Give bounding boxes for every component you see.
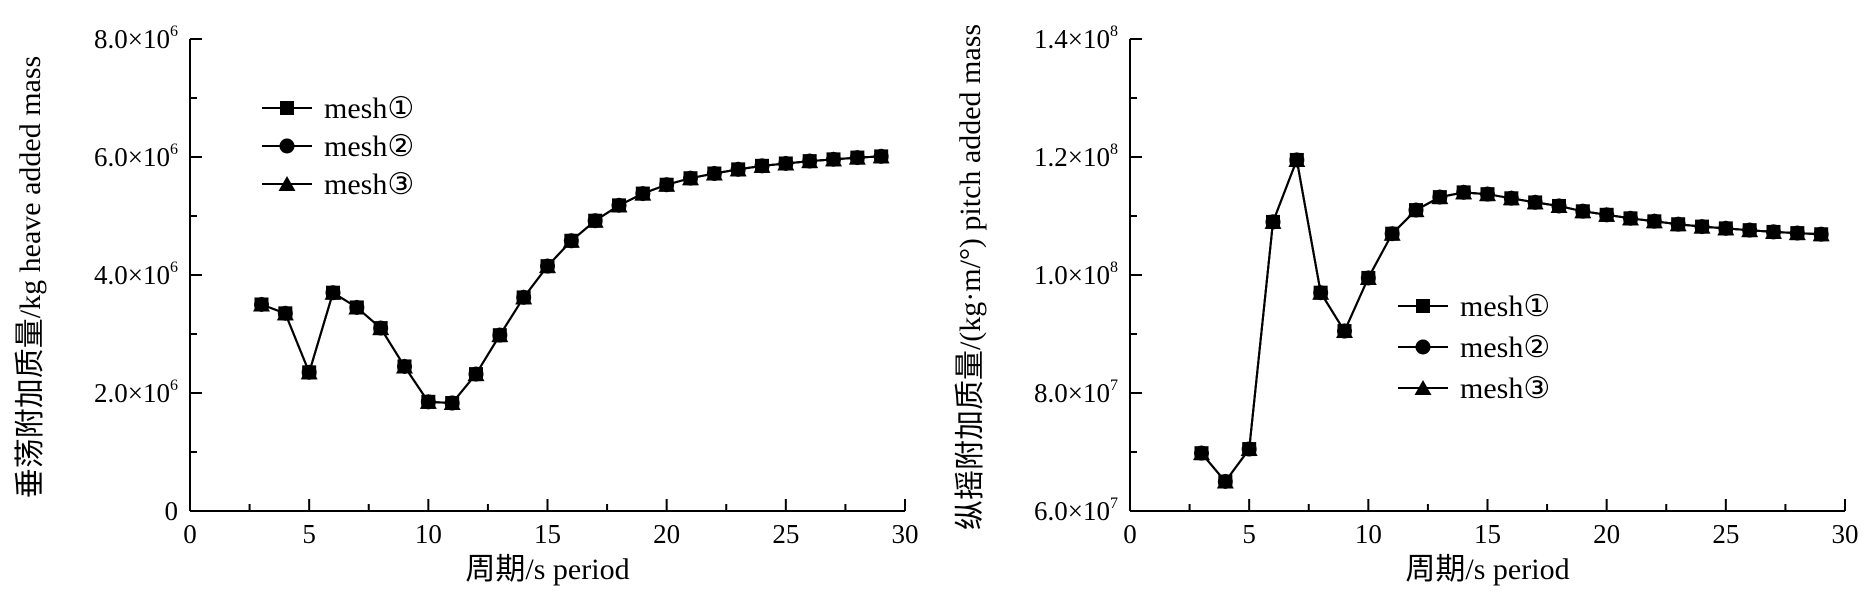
data-point-square bbox=[826, 152, 841, 167]
data-point-square bbox=[588, 213, 603, 228]
data-point-square bbox=[1194, 446, 1209, 461]
legend-marker-triangle bbox=[278, 176, 296, 191]
x-tick-label: 0 bbox=[183, 519, 197, 549]
y-axis-label: 垂荡附加质量/kg heave added mass bbox=[14, 56, 47, 498]
data-point-square bbox=[1218, 474, 1233, 489]
y-axis-label: 纵摇附加质量/(kg·m/°) pitch added mass bbox=[954, 24, 987, 530]
x-tick-label: 15 bbox=[1474, 519, 1501, 549]
data-point-square bbox=[1385, 226, 1400, 241]
pitch-added-mass-chart: 0 5 10 15 20 25 30 6.0×107 8.0×107 1.0×108 1.2×108… bbox=[954, 23, 1859, 586]
x-tick-label: 20 bbox=[653, 519, 680, 549]
y-tick-label: 1.0×108 bbox=[1034, 259, 1118, 290]
data-point-square bbox=[707, 166, 722, 181]
heave-added-mass-chart: 0 5 10 15 20 25 30 0 2.0×106 4.0×106 6.0×106 8.0×10… bbox=[14, 23, 919, 586]
data-point-square bbox=[278, 306, 293, 321]
data-point-square bbox=[421, 394, 436, 409]
data-point-square bbox=[1790, 226, 1805, 241]
data-point-square bbox=[1552, 198, 1566, 213]
x-tick-label: 30 bbox=[892, 519, 919, 549]
legend-marker-circle bbox=[279, 138, 295, 154]
data-point-square bbox=[1242, 442, 1257, 457]
data-point-square bbox=[1575, 204, 1590, 219]
legend-marker-circle bbox=[1415, 339, 1431, 355]
y-tick-label: 8.0×106 bbox=[94, 23, 178, 54]
legend-marker-triangle bbox=[1414, 380, 1432, 395]
data-point-square bbox=[1480, 187, 1495, 202]
data-point-square bbox=[1623, 211, 1638, 226]
legend-label: mesh② bbox=[1460, 331, 1550, 364]
legend-marker-square bbox=[280, 101, 294, 115]
legend-label: mesh② bbox=[324, 130, 414, 163]
data-point-square bbox=[397, 359, 412, 374]
x-tick-label: 5 bbox=[302, 519, 316, 549]
data-point-square bbox=[469, 367, 483, 382]
data-point-square bbox=[850, 150, 865, 165]
data-point-square bbox=[874, 149, 889, 164]
x-tick-label: 10 bbox=[1355, 519, 1382, 549]
data-point-square bbox=[1361, 270, 1376, 285]
data-point-square bbox=[635, 186, 650, 201]
data-point-square bbox=[540, 259, 555, 274]
data-point-square bbox=[659, 177, 674, 192]
data-point-square bbox=[1766, 224, 1781, 239]
data-point-square bbox=[445, 396, 460, 411]
data-point-square bbox=[1528, 195, 1543, 210]
x-axis-label: 周期/s period bbox=[465, 553, 629, 586]
data-point-square bbox=[731, 162, 746, 177]
data-point-square bbox=[802, 154, 817, 169]
data-point-square bbox=[755, 158, 769, 173]
data-point-square bbox=[516, 290, 531, 305]
data-point-square bbox=[1313, 285, 1328, 300]
y-tick-label: 0 bbox=[165, 496, 179, 526]
data-point-square bbox=[778, 156, 793, 171]
data-point-square bbox=[1456, 185, 1471, 200]
y-tick-label: 1.2×108 bbox=[1034, 141, 1118, 172]
legend-label: mesh① bbox=[324, 92, 414, 125]
data-point-square bbox=[492, 328, 507, 343]
data-point-square bbox=[373, 321, 388, 336]
data-point-square bbox=[326, 285, 340, 300]
data-point-square bbox=[1647, 214, 1662, 229]
data-point-square bbox=[302, 365, 317, 380]
data-point-square bbox=[1432, 190, 1447, 205]
data-point-square bbox=[1289, 152, 1304, 167]
x-tick-label: 5 bbox=[1242, 519, 1256, 549]
x-tick-label: 0 bbox=[1123, 519, 1137, 549]
x-tick-label: 15 bbox=[534, 519, 561, 549]
y-tick-label: 6.0×107 bbox=[1034, 495, 1118, 526]
data-point-square bbox=[1742, 223, 1757, 238]
x-tick-label: 30 bbox=[1832, 519, 1859, 549]
legend-marker-square bbox=[1416, 299, 1430, 313]
x-tick-label: 20 bbox=[1593, 519, 1620, 549]
data-point-square bbox=[1599, 207, 1614, 222]
data-point-square bbox=[1337, 324, 1352, 339]
x-axis-label: 周期/s period bbox=[1405, 553, 1569, 586]
x-tick-label: 25 bbox=[1712, 519, 1739, 549]
legend-label: mesh① bbox=[1460, 290, 1550, 323]
data-point-square bbox=[1504, 191, 1519, 206]
y-tick-label: 8.0×107 bbox=[1034, 377, 1118, 408]
data-point-square bbox=[1814, 227, 1829, 242]
y-tick-label: 1.4×108 bbox=[1034, 23, 1118, 54]
legend-label: mesh③ bbox=[1460, 372, 1550, 405]
data-point-square bbox=[1671, 217, 1686, 232]
y-tick-label: 2.0×106 bbox=[94, 377, 178, 408]
data-point-square bbox=[1718, 221, 1733, 236]
data-point-square bbox=[564, 233, 579, 248]
data-point-square bbox=[1695, 219, 1709, 234]
data-point-square bbox=[612, 198, 626, 213]
y-tick-label: 6.0×106 bbox=[94, 141, 178, 172]
data-point-square bbox=[683, 171, 698, 186]
data-point-square bbox=[1409, 203, 1423, 218]
data-point-square bbox=[254, 297, 269, 312]
legend-label: mesh③ bbox=[324, 168, 414, 201]
data-point-square bbox=[1266, 214, 1280, 229]
x-tick-label: 10 bbox=[415, 519, 442, 549]
x-tick-label: 25 bbox=[772, 519, 799, 549]
data-point-square bbox=[349, 300, 364, 315]
y-tick-label: 4.0×106 bbox=[94, 259, 178, 290]
